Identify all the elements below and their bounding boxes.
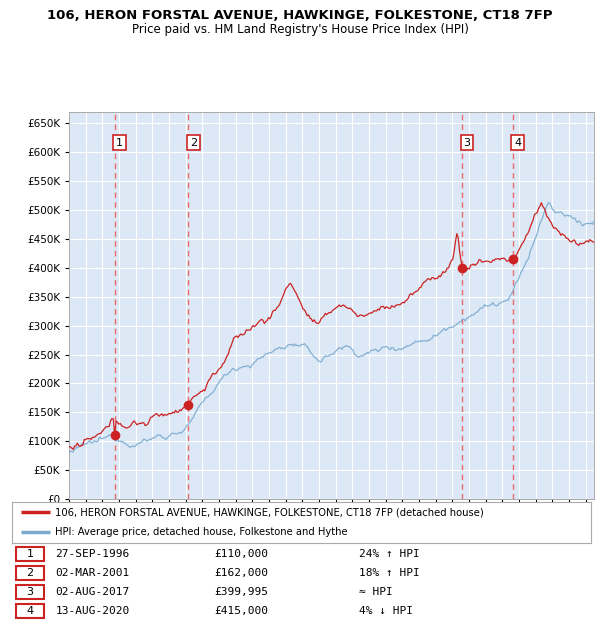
Text: 27-SEP-1996: 27-SEP-1996 [55,549,130,559]
FancyBboxPatch shape [16,603,44,618]
Text: 106, HERON FORSTAL AVENUE, HAWKINGE, FOLKESTONE, CT18 7FP: 106, HERON FORSTAL AVENUE, HAWKINGE, FOL… [47,9,553,22]
Text: £415,000: £415,000 [215,606,269,616]
Text: Price paid vs. HM Land Registry's House Price Index (HPI): Price paid vs. HM Land Registry's House … [131,23,469,36]
Text: 4% ↓ HPI: 4% ↓ HPI [359,606,413,616]
Text: 13-AUG-2020: 13-AUG-2020 [55,606,130,616]
Text: ≈ HPI: ≈ HPI [359,587,393,596]
Text: 18% ↑ HPI: 18% ↑ HPI [359,568,420,578]
Text: 1: 1 [116,138,123,148]
Text: £399,995: £399,995 [215,587,269,596]
FancyBboxPatch shape [16,565,44,580]
Text: 02-AUG-2017: 02-AUG-2017 [55,587,130,596]
Text: £162,000: £162,000 [215,568,269,578]
Text: £110,000: £110,000 [215,549,269,559]
Text: 2: 2 [26,568,34,578]
FancyBboxPatch shape [16,585,44,599]
Text: 02-MAR-2001: 02-MAR-2001 [55,568,130,578]
Text: 4: 4 [26,606,34,616]
FancyBboxPatch shape [16,547,44,561]
Text: 2: 2 [190,138,197,148]
Text: 3: 3 [464,138,470,148]
Text: 106, HERON FORSTAL AVENUE, HAWKINGE, FOLKESTONE, CT18 7FP (detached house): 106, HERON FORSTAL AVENUE, HAWKINGE, FOL… [55,507,484,517]
Text: 24% ↑ HPI: 24% ↑ HPI [359,549,420,559]
Text: 3: 3 [26,587,34,596]
Text: HPI: Average price, detached house, Folkestone and Hythe: HPI: Average price, detached house, Folk… [55,528,348,538]
Text: 1: 1 [26,549,34,559]
Text: 4: 4 [514,138,521,148]
